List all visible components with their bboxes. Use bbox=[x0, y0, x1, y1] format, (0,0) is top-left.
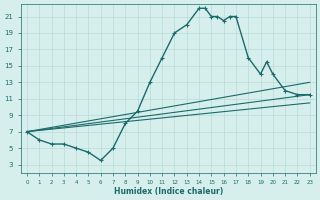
X-axis label: Humidex (Indice chaleur): Humidex (Indice chaleur) bbox=[114, 187, 223, 196]
